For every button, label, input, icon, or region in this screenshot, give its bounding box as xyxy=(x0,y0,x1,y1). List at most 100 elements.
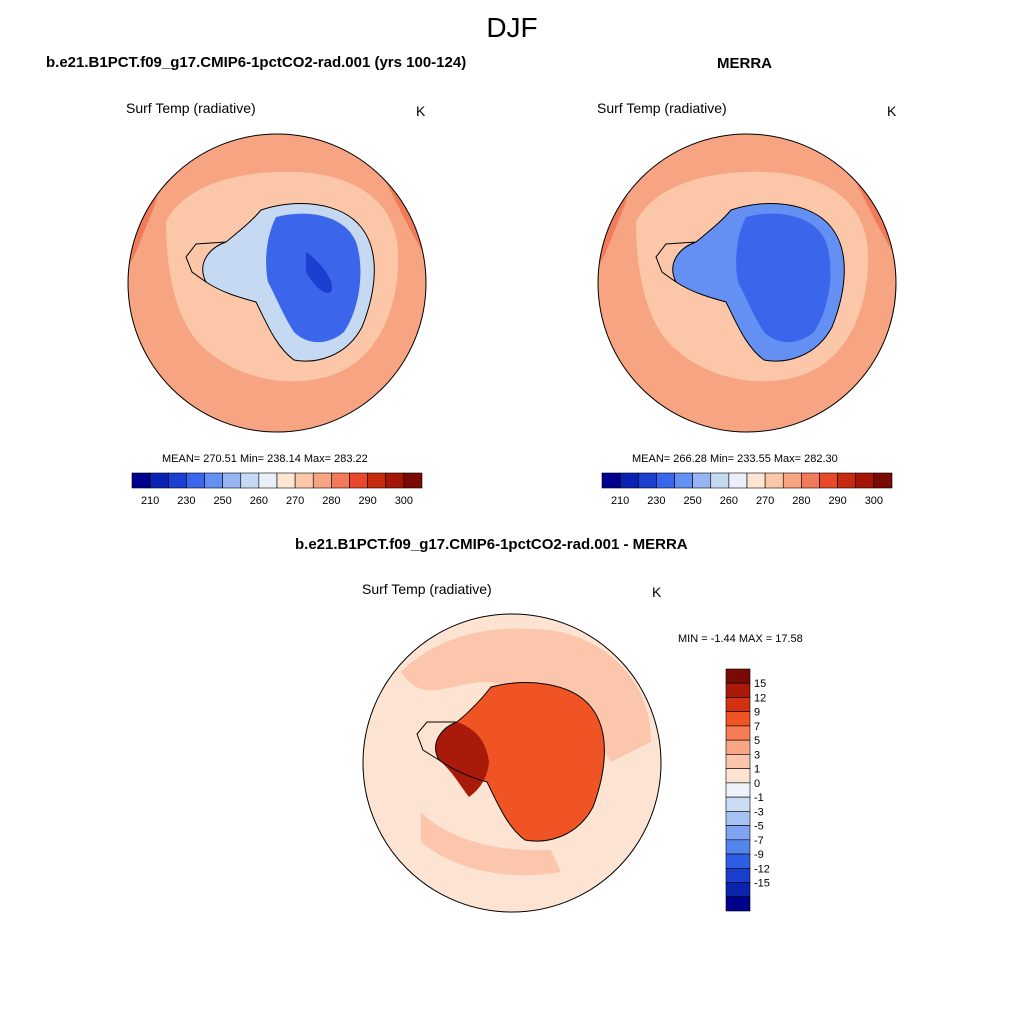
colorbar-swatch xyxy=(637,472,657,489)
colorbar-swatch xyxy=(837,472,857,489)
colorbar-swatch xyxy=(725,825,751,841)
colorbar-swatch xyxy=(258,472,278,489)
obs-plateau xyxy=(736,213,831,343)
model-polar-map xyxy=(127,133,427,433)
colorbar-swatch xyxy=(782,472,802,489)
colorbar-swatch xyxy=(710,472,730,489)
colorbar-tick-label: -3 xyxy=(754,806,764,818)
model-units-label: K xyxy=(416,103,426,119)
colorbar-swatch xyxy=(656,472,675,489)
diff-variable-label: Surf Temp (radiative) xyxy=(362,581,492,597)
colorbar-swatch xyxy=(692,472,712,489)
colorbar-tick-label: 280 xyxy=(792,495,810,507)
colorbar-tick-label: -9 xyxy=(754,849,764,861)
colorbar-swatch xyxy=(725,867,751,883)
colorbar-swatch xyxy=(746,472,766,489)
colorbar-swatch xyxy=(725,896,751,912)
diff-antarctic-land xyxy=(435,682,605,842)
colorbar-swatch xyxy=(403,472,423,489)
colorbar-tick-label: 230 xyxy=(647,495,665,507)
colorbar-tick-label: 9 xyxy=(754,707,760,719)
colorbar-tick-label: 7 xyxy=(754,721,760,733)
colorbar-tick-label: 270 xyxy=(286,495,304,507)
colorbar-tick-label: 0 xyxy=(754,778,760,790)
colorbar-swatch xyxy=(149,472,169,489)
colorbar-tick-label: -7 xyxy=(754,835,764,847)
obs-colorbar: 210 230 250 260 270 280 290 300 xyxy=(601,472,893,507)
colorbar-tick-label: 250 xyxy=(683,495,701,507)
colorbar-tick-label: 260 xyxy=(720,495,738,507)
diff-units-label: K xyxy=(652,584,662,600)
colorbar-swatch xyxy=(276,472,296,489)
colorbar-tick-label: -12 xyxy=(754,863,770,875)
colorbar-swatch xyxy=(385,472,405,489)
colorbar-swatch xyxy=(601,472,621,489)
colorbar-swatch xyxy=(725,768,751,784)
colorbar-tick-label: 230 xyxy=(177,495,195,507)
colorbar-swatch xyxy=(725,711,751,727)
colorbar-swatch xyxy=(873,472,893,489)
colorbar-tick-label: 300 xyxy=(395,495,413,507)
obs-coastline xyxy=(655,202,845,362)
diff-stats: MIN = -1.44 MAX = 17.58 xyxy=(678,633,803,645)
diff-warm-ring-south xyxy=(421,812,561,876)
colorbar-swatch xyxy=(331,472,350,489)
colorbar-tick-label: 210 xyxy=(141,495,159,507)
obs-polar-map xyxy=(597,133,897,433)
colorbar-swatch xyxy=(725,882,751,898)
obs-variable-label: Surf Temp (radiative) xyxy=(597,100,727,116)
colorbar-swatch xyxy=(725,811,751,826)
colorbar-tick-label: 5 xyxy=(754,735,760,747)
colorbar-swatch xyxy=(204,472,223,489)
colorbar-tick-label: -1 xyxy=(754,792,764,804)
colorbar-swatch xyxy=(131,472,151,489)
colorbar-swatch xyxy=(801,472,820,489)
diff-colorbar: 15 12 9 7 5 3 1 0 -1 -3 -5 -7 -9 -12 -15 xyxy=(725,668,770,912)
colorbar-swatch xyxy=(764,472,784,489)
colorbar-swatch xyxy=(725,739,751,755)
colorbar-swatch xyxy=(725,782,751,798)
colorbar-tick-label: 1 xyxy=(754,764,760,776)
colorbar-swatch xyxy=(674,472,693,489)
colorbar-tick-label: 280 xyxy=(322,495,340,507)
figure-title: DJF xyxy=(486,12,538,43)
colorbar-swatch xyxy=(349,472,368,489)
colorbar-swatch xyxy=(167,472,187,489)
colorbar-swatch xyxy=(294,472,314,489)
colorbar-tick-label: -5 xyxy=(754,821,764,833)
obs-units-label: K xyxy=(887,103,897,119)
model-plateau-core xyxy=(306,252,332,293)
colorbar-swatch xyxy=(222,472,242,489)
colorbar-swatch xyxy=(725,668,751,684)
colorbar-swatch xyxy=(240,472,260,489)
colorbar-tick-label: 250 xyxy=(213,495,231,507)
diff-coastline xyxy=(416,682,605,842)
colorbar-swatch xyxy=(725,682,751,698)
colorbar-tick-label: 270 xyxy=(756,495,774,507)
obs-stats: MEAN= 266.28 Min= 233.55 Max= 282.30 xyxy=(632,453,838,465)
colorbar-tick-label: 3 xyxy=(754,749,760,761)
colorbar-swatch xyxy=(367,472,387,489)
colorbar-swatch xyxy=(725,754,751,769)
model-stats: MEAN= 270.51 Min= 238.14 Max= 283.22 xyxy=(162,453,368,465)
colorbar-tick-label: 290 xyxy=(828,495,846,507)
colorbar-tick-label: 260 xyxy=(250,495,268,507)
colorbar-swatch xyxy=(819,472,838,489)
colorbar-tick-label: -15 xyxy=(754,878,770,890)
model-variable-label: Surf Temp (radiative) xyxy=(126,100,256,116)
colorbar-swatch xyxy=(725,697,751,713)
colorbar-tick-label: 15 xyxy=(754,678,766,690)
obs-panel-title: MERRA xyxy=(717,55,772,72)
colorbar-tick-label: 12 xyxy=(754,692,766,704)
model-coastline xyxy=(185,202,375,362)
model-panel-title: b.e21.B1PCT.f09_g17.CMIP6-1pctCO2-rad.00… xyxy=(46,54,467,71)
model-colorbar: 210 230 250 260 270 280 290 300 xyxy=(131,472,423,507)
colorbar-swatch xyxy=(725,853,751,869)
diff-polar-map xyxy=(362,613,662,913)
colorbar-swatch xyxy=(725,725,751,741)
colorbar-swatch xyxy=(728,472,748,489)
colorbar-swatch xyxy=(619,472,639,489)
colorbar-swatch xyxy=(186,472,205,489)
colorbar-tick-label: 210 xyxy=(611,495,629,507)
colorbar-swatch xyxy=(725,839,751,855)
